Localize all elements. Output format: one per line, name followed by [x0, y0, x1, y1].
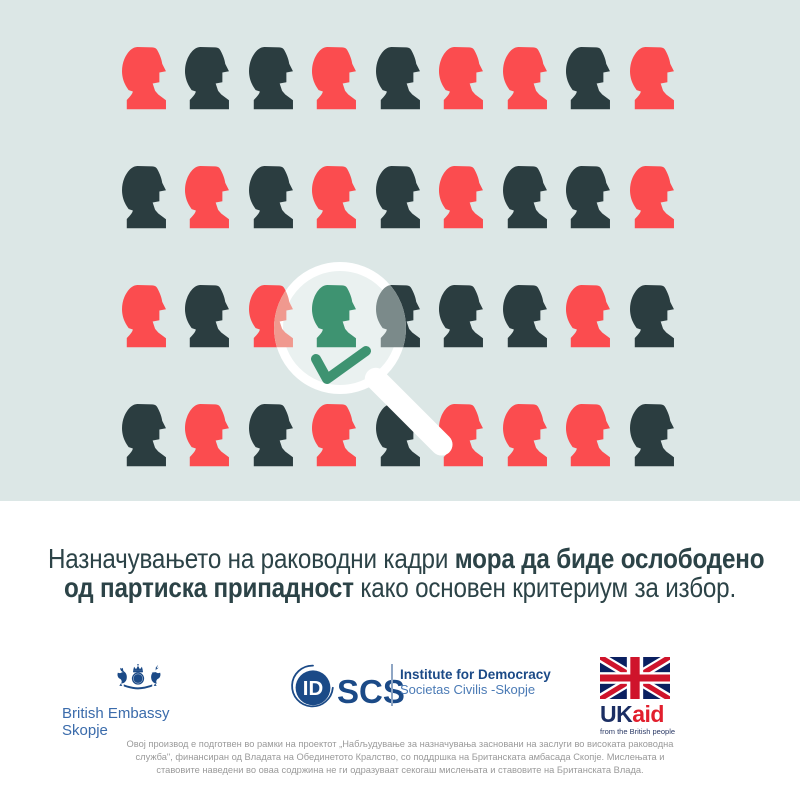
svg-text:ID: ID: [303, 678, 323, 700]
